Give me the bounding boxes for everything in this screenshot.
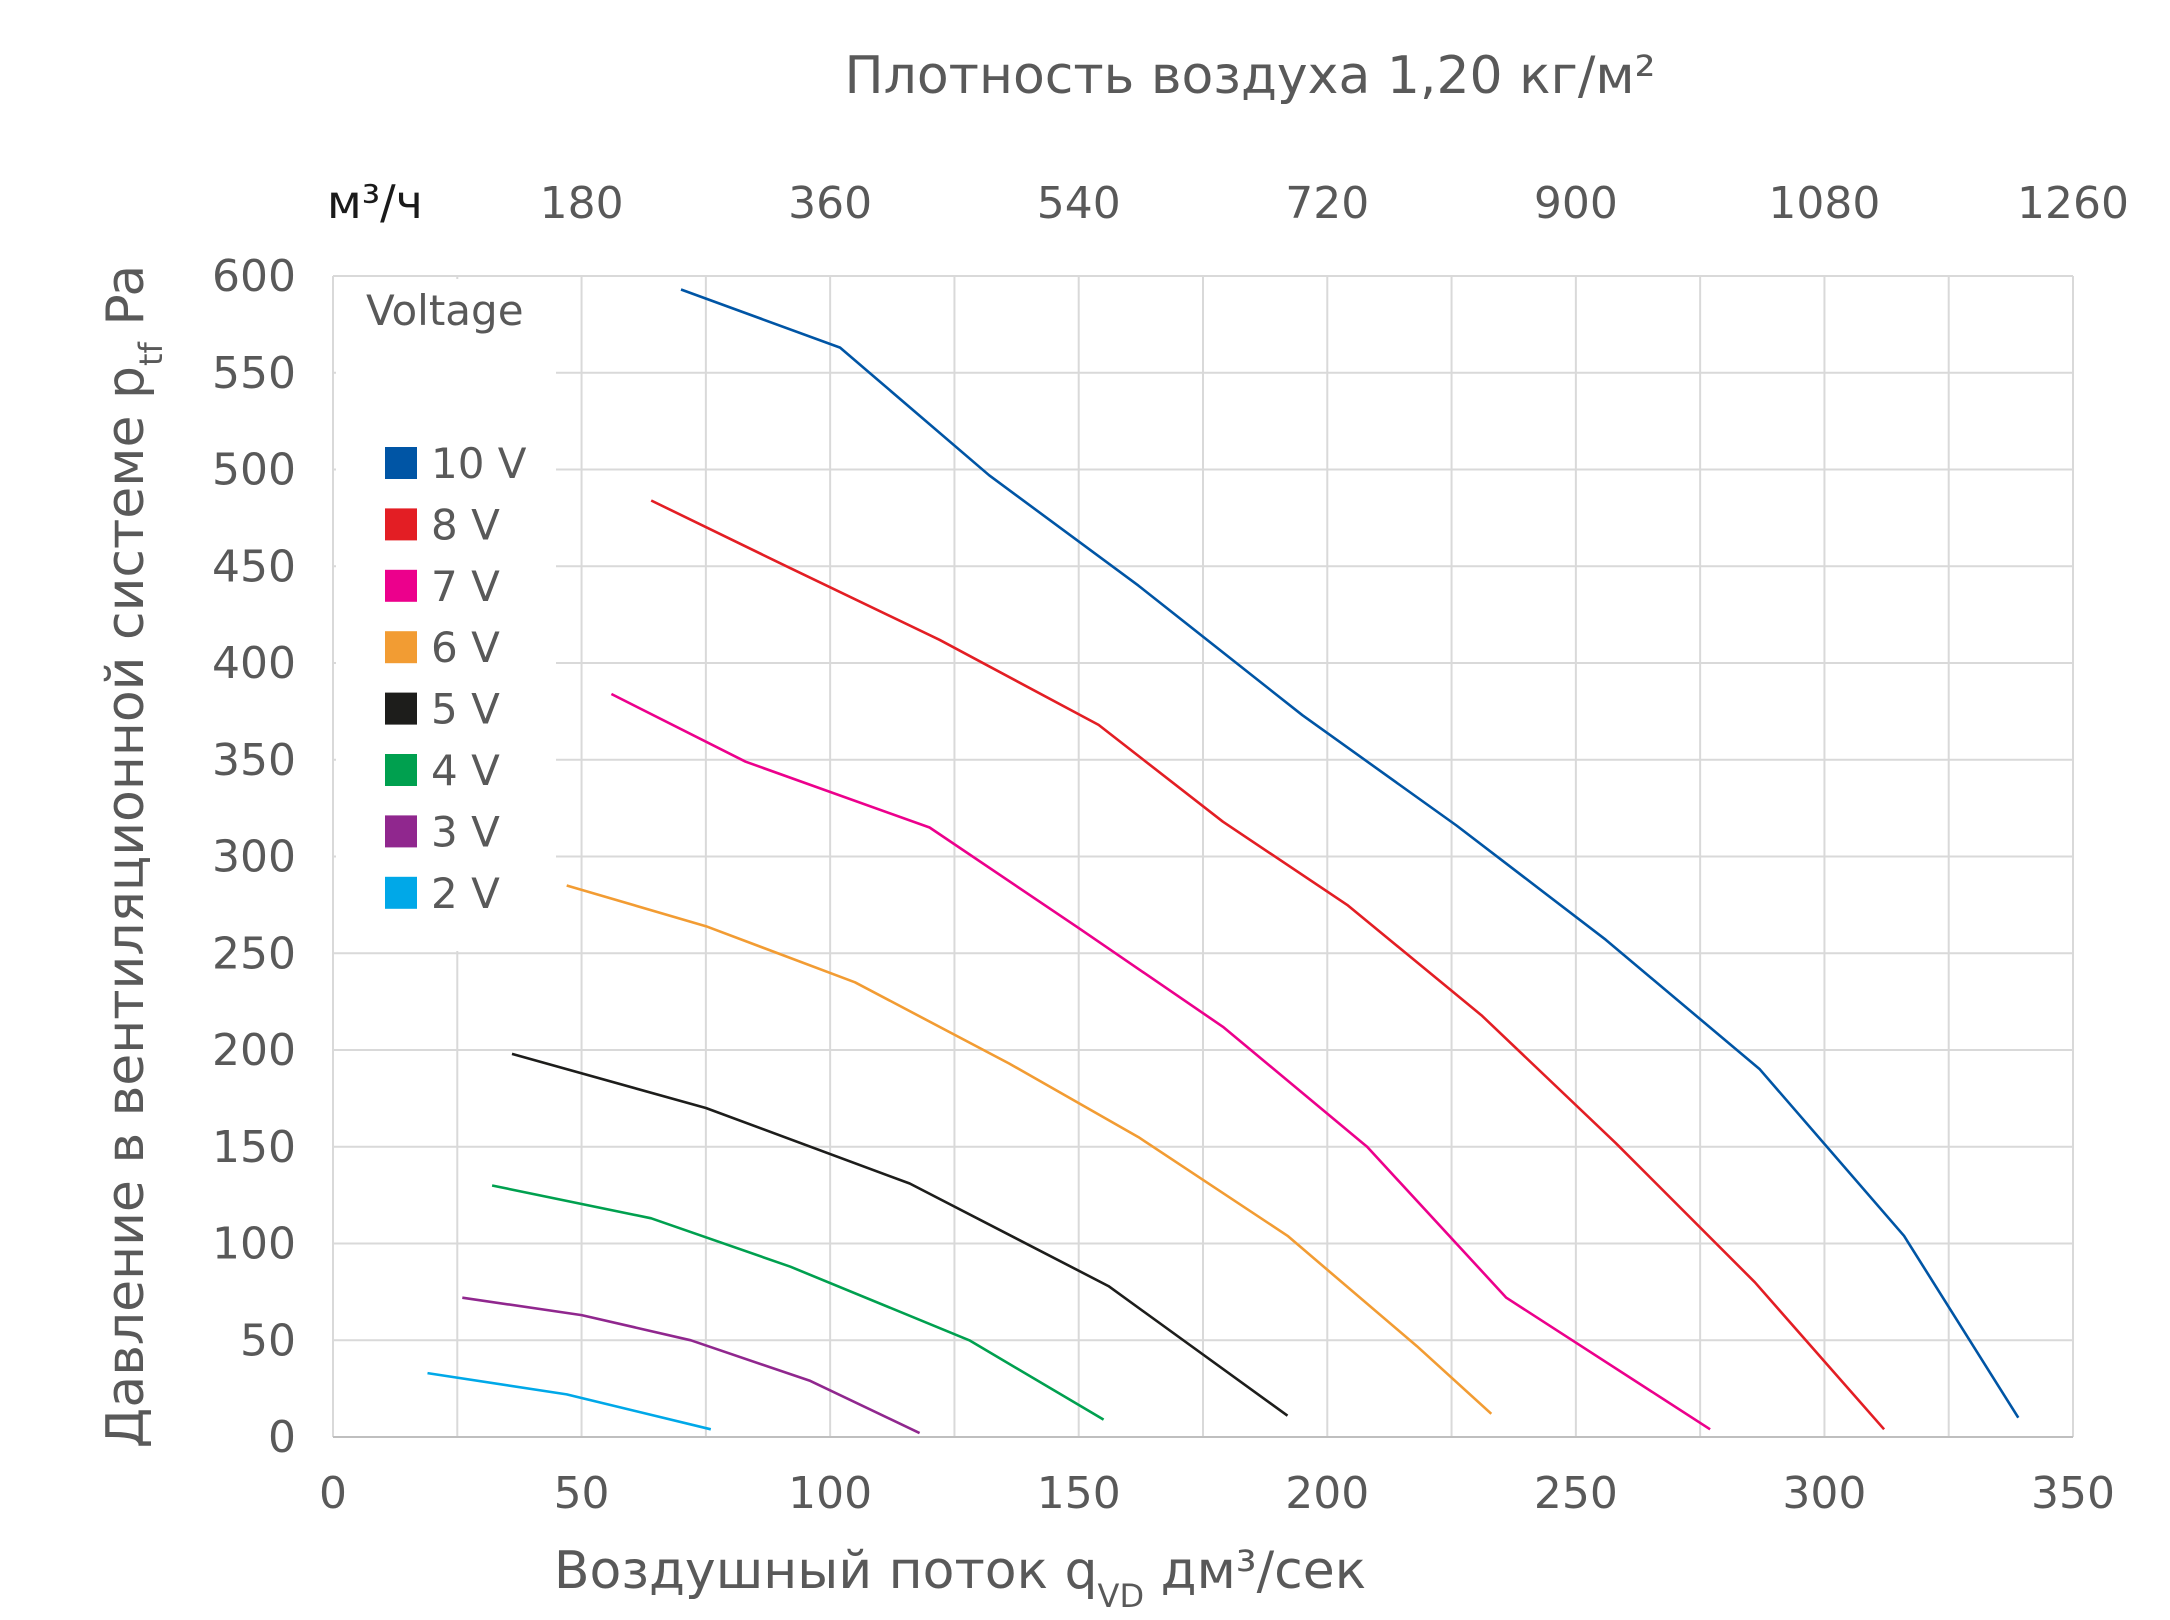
series-line-3v	[462, 1296, 921, 1435]
x-axis-title-unit: дм³/сек	[1161, 1541, 1367, 1601]
series-line-4v	[491, 1184, 1105, 1421]
top-axis-tick-label: 720	[1285, 178, 1369, 229]
legend-label: 5 V	[431, 685, 500, 734]
y-tick-label: 550	[212, 348, 296, 399]
x-tick-label: 200	[1285, 1468, 1369, 1519]
legend-swatch	[385, 754, 417, 786]
x-axis-title-main: Воздушный поток q	[554, 1541, 1098, 1601]
x-tick-label: 150	[1037, 1468, 1121, 1519]
legend-label: 4 V	[431, 746, 500, 795]
legend-label: 8 V	[431, 500, 500, 549]
x-tick-label: 350	[2031, 1468, 2115, 1519]
legend-swatch	[385, 692, 417, 725]
legend-swatch	[385, 508, 417, 541]
x-axis-title-spacer	[1144, 1541, 1161, 1601]
top-axis-tick-label: 900	[1534, 178, 1618, 229]
x-tick-label: 250	[1534, 1468, 1618, 1519]
x-tick-labels: 0 50 100 150 200 250 300 350	[319, 1468, 2115, 1519]
series-line-8v	[650, 499, 1886, 1431]
top-axis-unit-label: м³/ч	[327, 175, 423, 229]
y-tick-label: 150	[212, 1122, 296, 1173]
x-axis-title-subscript: VD	[1098, 1577, 1145, 1615]
x-tick-label: 300	[1782, 1468, 1866, 1519]
top-axis-tick-label: 1080	[1768, 178, 1880, 229]
legend-label: 2 V	[431, 869, 500, 918]
y-tick-label: 350	[212, 735, 296, 786]
top-axis-tick-labels: 180 360 540 720 900 1080 1260	[540, 178, 2129, 229]
y-tick-labels: 0 50 100 150 200 250 300 350 400 450 500 550 600	[212, 251, 296, 1463]
y-tick-label: 50	[240, 1315, 296, 1366]
chart-title: Плотность воздуха 1,20 кг/м²	[845, 46, 1656, 106]
y-tick-label: 500	[212, 445, 296, 496]
legend: Voltage 10 V 8 V 7 V 6 V 5 V 4 V 3 V 2 V	[336, 279, 556, 951]
x-tick-label: 50	[554, 1468, 610, 1519]
series-line-5v	[511, 1052, 1289, 1417]
series-line-6v	[566, 884, 1493, 1415]
y-axis-title: Давление в вентиляционной системе ptf Pa	[96, 265, 170, 1448]
legend-label: 7 V	[431, 562, 500, 611]
legend-label: 6 V	[431, 623, 500, 672]
y-tick-label: 450	[212, 541, 296, 592]
y-tick-label: 300	[212, 832, 296, 883]
legend-items: 10 V 8 V 7 V 6 V 5 V 4 V 3 V 2 V	[385, 439, 527, 918]
legend-background	[336, 279, 556, 951]
x-tick-label: 100	[788, 1468, 872, 1519]
y-tick-label: 0	[268, 1412, 296, 1463]
legend-label: 10 V	[431, 439, 527, 488]
series-line-7v	[610, 692, 1711, 1431]
y-tick-label: 250	[212, 928, 296, 979]
legend-swatch	[385, 876, 417, 909]
y-tick-label: 200	[212, 1025, 296, 1076]
x-tick-label: 0	[319, 1468, 347, 1519]
y-axis-title-subscript: tf	[132, 341, 170, 366]
top-axis-tick-label: 540	[1037, 178, 1121, 229]
x-axis-title: Воздушный поток qVD дм³/сек	[554, 1541, 1366, 1615]
top-axis-tick-label: 360	[788, 178, 872, 229]
legend-swatch	[385, 447, 417, 479]
top-axis-tick-label: 1260	[2017, 178, 2129, 229]
y-tick-label: 100	[212, 1219, 296, 1270]
legend-swatch	[385, 569, 417, 602]
legend-label: 3 V	[431, 807, 500, 856]
grid	[332, 275, 2074, 1438]
legend-swatch	[385, 815, 417, 848]
y-axis-title-unit: Pa	[96, 265, 156, 326]
y-tick-label: 400	[212, 638, 296, 689]
y-axis-title-spacer	[96, 326, 156, 343]
legend-swatch	[385, 631, 417, 664]
legend-title: Voltage	[366, 286, 524, 335]
series-line-10v	[680, 288, 2020, 1419]
y-tick-label: 600	[212, 251, 296, 302]
top-axis-tick-label: 180	[540, 178, 624, 229]
series-layer	[427, 288, 2020, 1435]
y-axis-title-main: Давление в вентиляционной системе p	[96, 366, 156, 1448]
series-line-2v	[427, 1371, 712, 1431]
